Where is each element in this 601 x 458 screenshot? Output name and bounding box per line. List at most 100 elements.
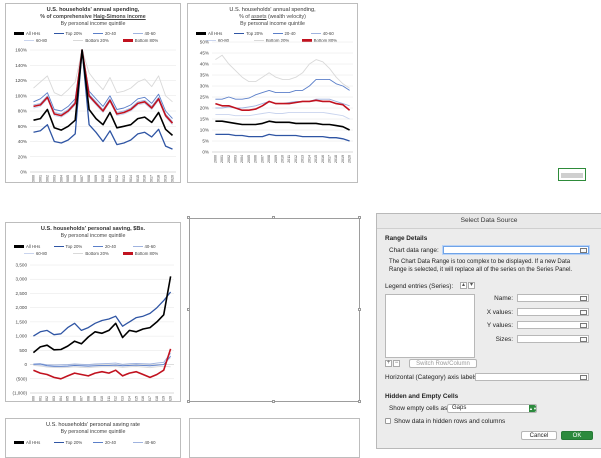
- legend-swatch: [53, 245, 64, 248]
- legend-label: All HHs: [208, 31, 223, 36]
- range-picker-icon[interactable]: [580, 374, 587, 380]
- legend-item-20-40: 20-40: [93, 244, 116, 249]
- range-picker-icon[interactable]: [580, 247, 587, 253]
- chart-spending-assets[interactable]: U.S. households' annual spending, % of a…: [187, 3, 358, 183]
- chart-personal-saving[interactable]: U.S. households' personal saving, $Bs. B…: [5, 222, 181, 402]
- chevron-updown-icon: ▲▼: [529, 405, 537, 412]
- hidden-empty-cells-heading: Hidden and Empty Cells: [385, 393, 459, 400]
- y-tick-label: 45%: [200, 51, 209, 56]
- move-up-button[interactable]: ▴: [460, 282, 467, 289]
- x-tick-label: 2016: [143, 175, 147, 183]
- x-tick-label: 2018: [334, 155, 338, 163]
- x-tick-label: 2009: [94, 175, 98, 183]
- resize-handle[interactable]: [187, 308, 190, 311]
- legend-swatch: [272, 32, 283, 35]
- series-line-top-20pct: [215, 133, 350, 142]
- resize-handle[interactable]: [358, 400, 361, 403]
- switch-row-column-button[interactable]: Switch Row/Column: [409, 359, 477, 368]
- series-list[interactable]: [385, 294, 475, 358]
- chart-spending-income[interactable]: U.S. households' annual spending, % of c…: [5, 3, 181, 183]
- legend-swatch: [24, 39, 34, 42]
- x-tick-label: 2008: [267, 155, 271, 163]
- chart-data-range-input[interactable]: [443, 246, 589, 254]
- empty-chart-selected[interactable]: [189, 218, 360, 402]
- range-picker-icon[interactable]: [580, 295, 587, 301]
- show-hidden-checkbox[interactable]: [385, 418, 391, 424]
- legend-label: Bottom 80%: [134, 251, 159, 256]
- resize-handle[interactable]: [187, 400, 190, 403]
- legend-item-all-hhs: All HHs: [14, 31, 40, 36]
- y-tick-label: 120%: [15, 78, 27, 83]
- subtitle-prefix: % of comprehensive: [40, 14, 94, 20]
- range-message-line-1: The Chart Data Range is too complex to b…: [389, 259, 571, 265]
- series-line-bottom-20pct: [215, 54, 350, 89]
- x-tick-label: 2020: [171, 175, 175, 183]
- legend-swatch: [24, 252, 34, 255]
- series-line-bottom-80pct: [215, 99, 351, 111]
- name-input[interactable]: [517, 294, 589, 302]
- x-tick-label: 2009: [93, 396, 97, 402]
- legend-label: 60-80: [36, 38, 47, 43]
- chart-plot: (1,000) (500) 0 500 1,000 1,500 2,000 2,500 3,00…: [12, 263, 174, 402]
- series-line-bottom-80pct: [33, 49, 174, 124]
- remove-series-button[interactable]: −: [393, 360, 400, 367]
- y-tick-label: 10%: [200, 128, 209, 133]
- sizes-input[interactable]: [517, 335, 589, 343]
- x-tick-label: 2007: [80, 175, 84, 183]
- resize-handle[interactable]: [187, 216, 190, 219]
- resize-handle[interactable]: [358, 216, 361, 219]
- x-tick-label: 2004: [59, 396, 63, 402]
- y-tick-label: 5%: [202, 139, 209, 144]
- legend-label: Bottom 80%: [313, 38, 338, 43]
- y-values-input[interactable]: [517, 321, 589, 329]
- x-tick-label: 2010: [101, 175, 105, 183]
- x-tick-label: 2004: [59, 175, 63, 183]
- resize-handle[interactable]: [358, 308, 361, 311]
- add-series-button[interactable]: +: [385, 360, 392, 367]
- x-tick-label: 2002: [45, 175, 49, 183]
- resize-handle[interactable]: [272, 400, 275, 403]
- chart-saving-rate[interactable]: U.S. households' personal saving rate By…: [5, 418, 181, 458]
- range-picker-icon[interactable]: [580, 309, 587, 315]
- cancel-button[interactable]: Cancel: [521, 431, 557, 440]
- x-tick-label: 2002: [227, 155, 231, 163]
- x-tick-label: 2017: [328, 155, 332, 163]
- x-values-input[interactable]: [517, 308, 589, 316]
- chart-subtitle: % of assets (wealth velocity): [188, 14, 357, 21]
- move-down-button[interactable]: ▾: [468, 282, 475, 289]
- series-line-bottom-80pct: [33, 348, 172, 380]
- legend-swatch: [14, 32, 24, 35]
- legend-label: 20-40: [105, 31, 116, 36]
- x-tick-label: 2010: [281, 155, 285, 163]
- show-empty-cells-select[interactable]: Gaps ▲▼: [447, 404, 537, 413]
- x-tick-label: 2013: [122, 175, 126, 183]
- ok-button[interactable]: OK: [561, 431, 593, 440]
- resize-handle[interactable]: [272, 216, 275, 219]
- legend-item-20-40: 20-40: [93, 31, 116, 36]
- x-tick-label: 2016: [321, 155, 325, 163]
- legend-item-bottom-80pct: Bottom 80%: [122, 38, 158, 43]
- x-tick-label: 2003: [234, 155, 238, 163]
- legend-item-all-hhs: All HHs: [14, 244, 40, 249]
- legend-label: Top 20%: [246, 31, 263, 36]
- horizontal-axis-input[interactable]: [475, 373, 589, 381]
- empty-chart-lower[interactable]: [189, 418, 360, 458]
- x-tick-label: 2008: [87, 175, 91, 183]
- y-tick-label: 1,000: [16, 334, 28, 339]
- y-tick-label: 20%: [18, 154, 27, 159]
- chart-title: U.S. households' annual spending,: [46, 7, 140, 13]
- x-tick-label: 2020: [169, 396, 173, 402]
- legend-label: 60-80: [36, 251, 47, 256]
- x-tick-label: 2005: [66, 396, 70, 402]
- chart-subtitle-2: By personal income quintile: [240, 21, 305, 27]
- x-tick-label: 2004: [240, 155, 244, 163]
- legend-item-bottom-80pct: Bottom 80%: [301, 38, 338, 43]
- legend-swatch: [73, 39, 84, 42]
- x-tick-label: 2013: [121, 396, 125, 402]
- selected-cell[interactable]: [558, 168, 586, 181]
- range-picker-icon[interactable]: [580, 336, 587, 342]
- y-tick-label: 30%: [200, 84, 209, 89]
- range-details-heading: Range Details: [385, 235, 428, 242]
- range-picker-icon[interactable]: [580, 322, 587, 328]
- legend-item-all-hhs: All HHs: [14, 440, 40, 445]
